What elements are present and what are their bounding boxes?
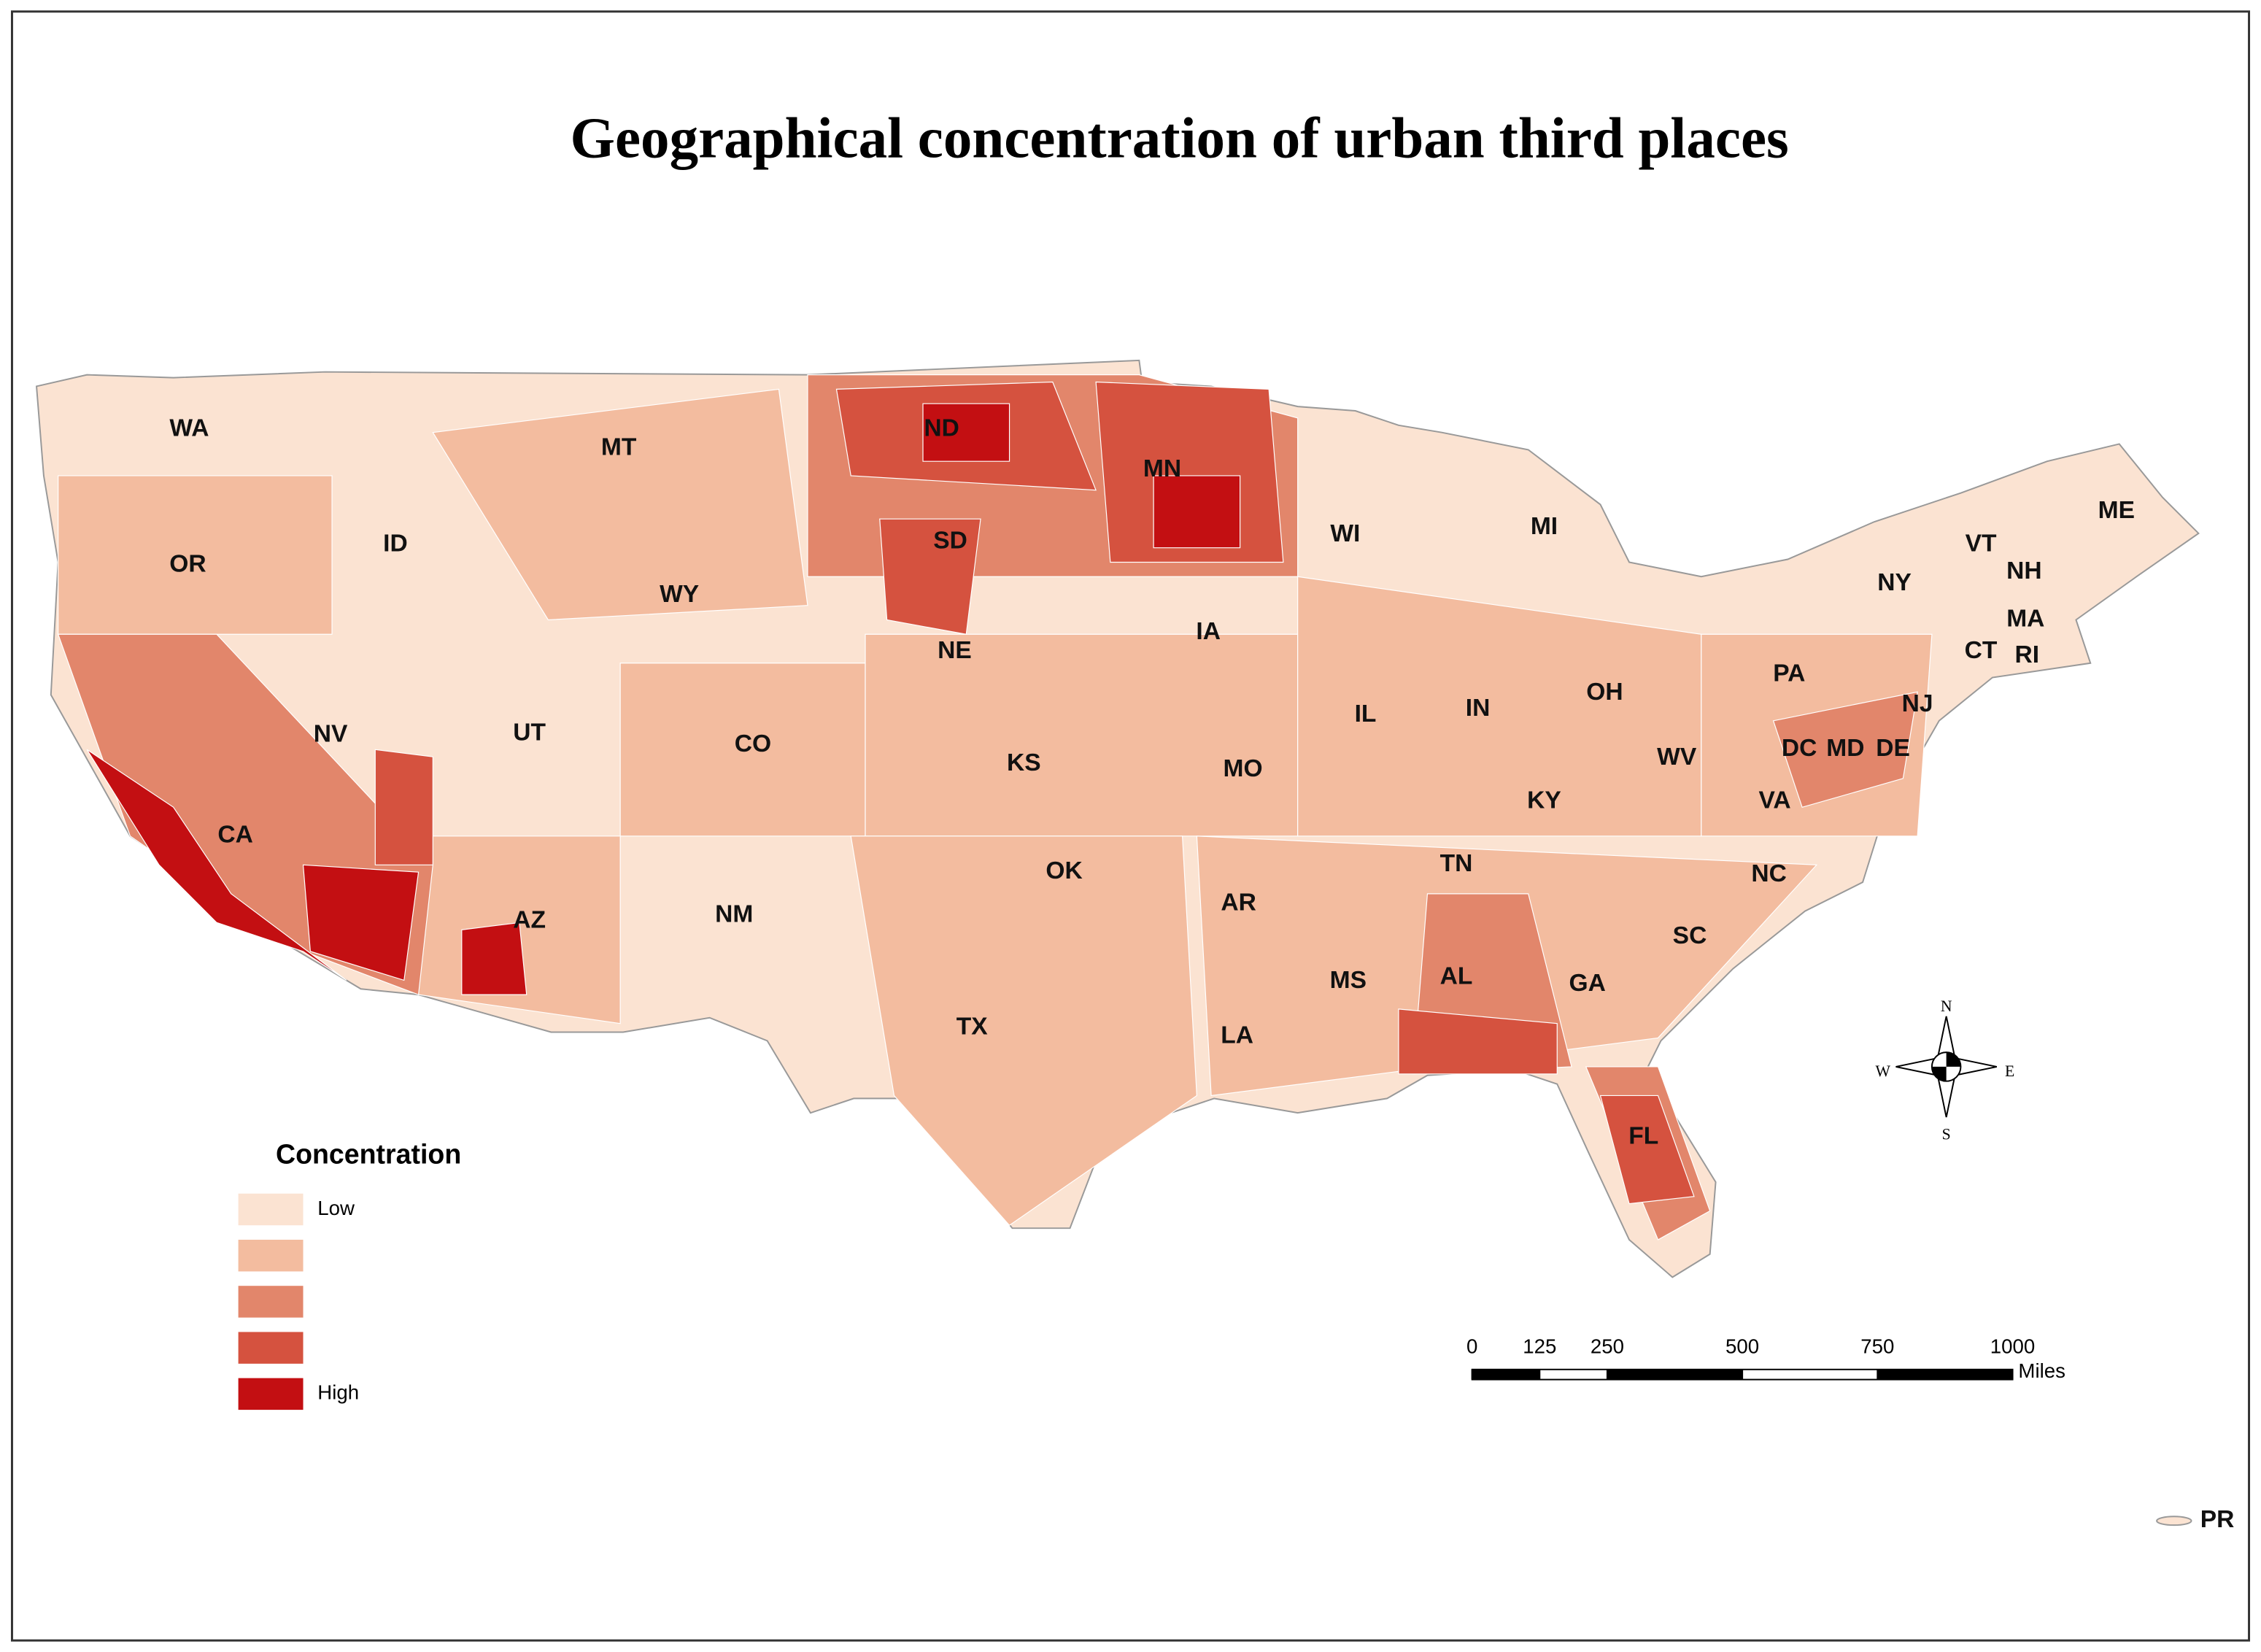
concentration-area <box>1772 691 1918 808</box>
state-label: DE <box>1876 735 1910 762</box>
compass: N S W E <box>1875 997 2014 1143</box>
state-label: WY <box>660 581 699 608</box>
concentration-area <box>432 388 808 621</box>
state-label: NY <box>1877 569 1912 596</box>
scale-segment <box>1877 1369 2013 1380</box>
concentration-area <box>879 518 981 635</box>
legend-swatch <box>238 1378 304 1410</box>
state-label: OK <box>1046 857 1082 884</box>
state-label: WV <box>1657 744 1697 771</box>
compass-quarters <box>1931 1052 1961 1081</box>
state-label: NV <box>314 720 348 747</box>
map-title: Geographical concentration of urban thir… <box>571 107 1789 171</box>
concentration-area <box>1599 1095 1695 1205</box>
concentration-area <box>1153 475 1241 549</box>
concentration-area <box>302 864 420 981</box>
state-label: SD <box>933 528 967 555</box>
state-label: MI <box>1531 513 1558 540</box>
scale-tick-label: 125 <box>1523 1335 1556 1357</box>
state-label: MA <box>2006 605 2044 632</box>
compass-w: W <box>1875 1062 1890 1080</box>
state-label: PR <box>2200 1506 2235 1533</box>
state-label: AZ <box>513 906 546 933</box>
compass-n: N <box>1941 997 1952 1015</box>
scale-tick-label: 1000 <box>1990 1335 2035 1357</box>
concentration-area <box>461 922 527 995</box>
state-label: SC <box>1673 922 1707 949</box>
scale-tick-label: 500 <box>1725 1335 1759 1357</box>
legend-swatch <box>238 1239 304 1272</box>
state-label: MT <box>601 433 637 460</box>
legend-swatch <box>238 1286 304 1318</box>
state-label: MD <box>1826 735 1864 762</box>
state-label: WA <box>169 415 209 442</box>
state-label: WI <box>1330 520 1360 547</box>
scale-segment <box>1472 1369 1540 1380</box>
scale-tick-label: 250 <box>1591 1335 1624 1357</box>
land <box>35 359 2200 1278</box>
concentration-area <box>86 749 347 981</box>
state-label: NJ <box>1902 690 1933 717</box>
scale-segment <box>1607 1369 1743 1380</box>
state-label: VT <box>1966 530 1997 557</box>
state-label: VA <box>1759 787 1791 814</box>
state-label: DC <box>1782 735 1817 762</box>
state-label: CT <box>1965 637 1998 664</box>
state-label: ME <box>2098 497 2135 524</box>
state-label: MN <box>1143 455 1181 482</box>
legend-label: High <box>317 1381 359 1404</box>
state-label: ID <box>383 530 408 557</box>
state-label: RI <box>2015 641 2040 668</box>
state-label: IL <box>1355 700 1377 727</box>
state-label: UT <box>513 719 546 746</box>
state-label: CA <box>217 822 253 849</box>
state-label: CO <box>735 730 771 757</box>
state-label: NE <box>938 637 972 664</box>
pr-island <box>2156 1516 2192 1526</box>
concentration-area <box>1398 1008 1558 1075</box>
state-label: TN <box>1440 850 1473 877</box>
state-label: PA <box>1773 660 1805 687</box>
state-label: OH <box>1586 679 1623 706</box>
legend-swatch <box>238 1193 304 1226</box>
scale-tick-label: 0 <box>1466 1335 1477 1357</box>
state-label: ND <box>924 415 959 442</box>
legend-label: Low <box>317 1197 355 1219</box>
concentration-area <box>865 633 1299 837</box>
state-label: KY <box>1527 787 1561 814</box>
state-label: NC <box>1751 860 1787 887</box>
state-label: MS <box>1330 967 1367 994</box>
state-label: KS <box>1007 749 1041 776</box>
legend: Concentration Low High <box>238 1138 461 1410</box>
state-label: LA <box>1221 1022 1253 1049</box>
state-label: IA <box>1196 618 1221 645</box>
concentration-area <box>850 835 1197 1227</box>
state-label: FL <box>1628 1123 1658 1150</box>
compass-s: S <box>1942 1126 1951 1143</box>
state-label: GA <box>1569 970 1606 997</box>
compass-e: E <box>2005 1062 2014 1080</box>
state-label: AL <box>1440 962 1473 989</box>
state-label: NM <box>715 900 753 927</box>
state-label: NH <box>2006 557 2042 584</box>
state-label: MO <box>1224 755 1263 782</box>
state-label: AR <box>1221 889 1256 916</box>
state-label: IN <box>1466 695 1491 722</box>
concentration-area <box>922 403 1010 462</box>
scale-tick-label: 750 <box>1860 1335 1894 1357</box>
legend-title: Concentration <box>276 1138 461 1169</box>
legend-swatch <box>238 1332 304 1364</box>
state-label: OR <box>169 550 206 577</box>
concentration-area <box>374 749 433 865</box>
scale-unit: Miles <box>2018 1359 2065 1382</box>
concentration-area <box>58 475 333 635</box>
state-label: TX <box>956 1013 989 1040</box>
